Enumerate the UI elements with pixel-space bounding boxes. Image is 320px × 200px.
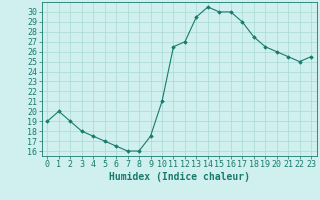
X-axis label: Humidex (Indice chaleur): Humidex (Indice chaleur) (109, 172, 250, 182)
